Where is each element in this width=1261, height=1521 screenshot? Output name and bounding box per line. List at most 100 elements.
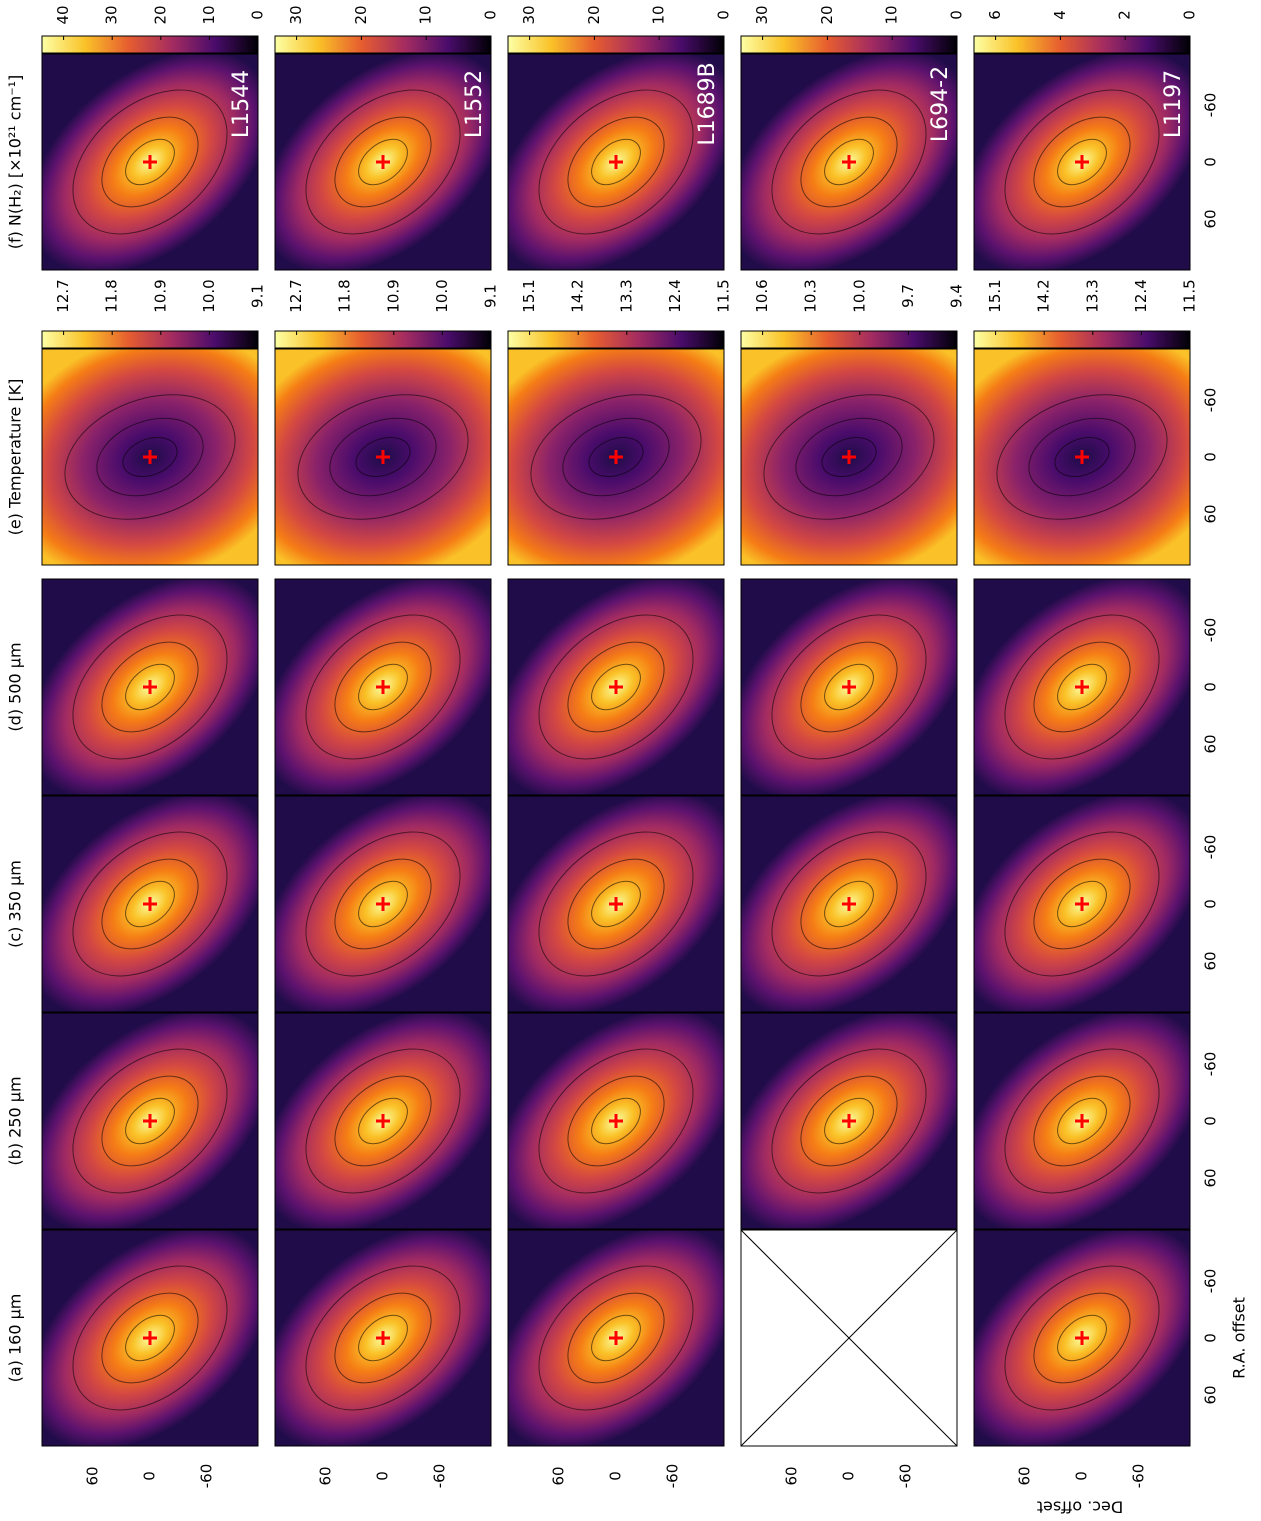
panel-frame — [41, 53, 259, 271]
dec-tick-label: 0 — [374, 1471, 392, 1481]
panel-frame — [740, 795, 958, 1013]
contour — [824, 880, 874, 928]
center-marker — [376, 1331, 390, 1345]
panel-frame — [507, 795, 725, 1013]
contour — [334, 116, 432, 208]
contour — [800, 641, 898, 733]
panel-frame — [740, 348, 958, 566]
center-marker — [143, 450, 157, 464]
contour — [101, 858, 199, 950]
contour — [588, 437, 644, 477]
colorbar — [507, 35, 725, 54]
contour — [125, 880, 175, 928]
panel-frame — [973, 1229, 1191, 1447]
ra-tick-label: 60 — [1202, 1168, 1220, 1187]
colorbar-tick-label: 15.1 — [520, 279, 538, 312]
contour — [771, 614, 927, 760]
dec-tick-label: 60 — [783, 1466, 801, 1485]
colorbar-tick-label: 12.7 — [54, 279, 72, 312]
center-marker — [609, 1331, 623, 1345]
center-marker — [376, 680, 390, 694]
contour — [591, 1314, 641, 1362]
panel-frame — [740, 1012, 958, 1230]
dec-tick-label: 60 — [1016, 1466, 1034, 1485]
contour — [538, 1265, 694, 1411]
panel-frame — [41, 1012, 259, 1230]
contour — [125, 138, 175, 186]
ra-tick-label: 60 — [1202, 734, 1220, 753]
contour — [800, 1075, 898, 1167]
colorbar-tick-label: 10.9 — [151, 279, 169, 312]
contour — [72, 89, 228, 235]
dec-tick-label: -60 — [664, 1464, 682, 1489]
source-name: L1689B — [695, 62, 720, 145]
center-marker — [1075, 155, 1089, 169]
colorbar-tick-label: 0 — [715, 10, 733, 20]
colorbar — [973, 330, 1191, 349]
cross-line — [740, 1229, 958, 1447]
contour — [334, 858, 432, 950]
contour — [1004, 831, 1160, 977]
contour — [1033, 1075, 1131, 1167]
contour — [334, 641, 432, 733]
contour — [329, 417, 437, 497]
contour — [771, 1048, 927, 1194]
contour — [125, 1097, 175, 1145]
panel-frame — [740, 578, 958, 796]
center-marker — [143, 1331, 157, 1345]
colorbar — [507, 330, 725, 349]
colorbar-tick-label: 14.2 — [1035, 279, 1053, 312]
contour — [591, 138, 641, 186]
contour — [297, 394, 469, 520]
center-marker — [1075, 1331, 1089, 1345]
dec-tick-label: -60 — [431, 1464, 449, 1489]
contour — [996, 394, 1168, 520]
colorbar — [740, 330, 958, 349]
colorbar-tick-label: 10 — [650, 5, 668, 24]
colorbar — [41, 330, 259, 349]
colorbar-tick-label: 0 — [249, 10, 267, 20]
source-name: L1544 — [229, 70, 254, 138]
dec-tick-label: 60 — [317, 1466, 335, 1485]
ra-tick-label: 0 — [1202, 1116, 1220, 1126]
colorbar-tick-label: 9.1 — [249, 284, 267, 308]
colorbar — [274, 35, 492, 54]
ra-tick-label: -60 — [1202, 388, 1220, 413]
dec-tick-label: 0 — [607, 1471, 625, 1481]
colorbar-tick-label: 30 — [753, 5, 771, 24]
contour — [530, 394, 702, 520]
colorbar-tick-label: 14.2 — [569, 279, 587, 312]
contour — [358, 880, 408, 928]
contour — [1004, 89, 1160, 235]
colorbar — [973, 35, 1191, 54]
center-marker — [842, 450, 856, 464]
colorbar-tick-label: 10 — [200, 5, 218, 24]
contour — [1057, 880, 1107, 928]
colorbar-tick-label: 10.3 — [802, 279, 820, 312]
colorbar-tick-label: 9.1 — [482, 284, 500, 308]
colorbar-tick-label: 10.9 — [384, 279, 402, 312]
colorbar-tick-label: 0 — [1181, 10, 1199, 20]
contour — [96, 417, 204, 497]
colorbar-tick-label: 30 — [103, 5, 121, 24]
ra-tick-label: -60 — [1202, 835, 1220, 860]
panel-frame — [507, 1012, 725, 1230]
contour — [72, 1265, 228, 1411]
contour — [771, 831, 927, 977]
center-marker — [376, 450, 390, 464]
column-label: (b) 250 μm — [6, 1076, 25, 1165]
contour — [1004, 1265, 1160, 1411]
panel-frame — [740, 53, 958, 271]
source-name: L694-2 — [928, 66, 953, 142]
colorbar-tick-label: 12.4 — [666, 279, 684, 312]
panel-frame — [41, 795, 259, 1013]
panel-frame — [973, 795, 1191, 1013]
colorbar-tick-label: 20 — [585, 5, 603, 24]
colorbar — [274, 330, 492, 349]
colorbar-tick-label: 10.0 — [200, 279, 218, 312]
panel-frame — [274, 348, 492, 566]
panel-frame — [973, 348, 1191, 566]
contour — [355, 437, 411, 477]
contour — [562, 417, 670, 497]
contour — [358, 1097, 408, 1145]
